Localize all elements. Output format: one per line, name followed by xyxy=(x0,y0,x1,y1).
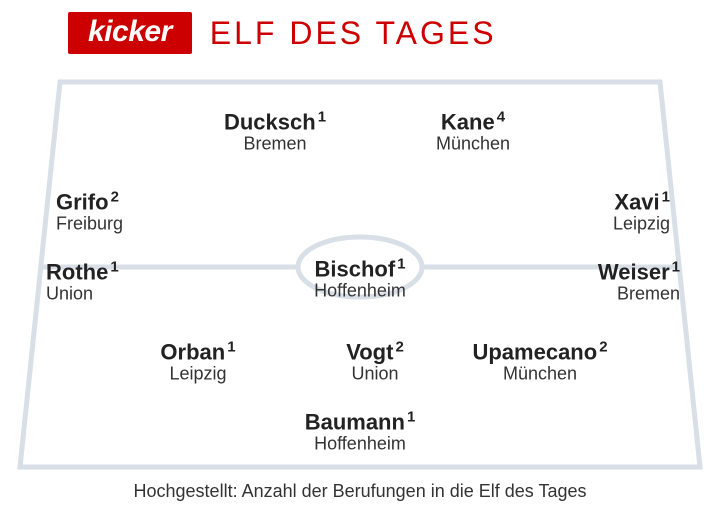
player-name-text: Ducksch xyxy=(224,110,316,135)
player-count: 1 xyxy=(318,108,326,125)
player-name-text: Kane xyxy=(441,110,495,135)
player-count: 1 xyxy=(110,258,118,275)
player-name-text: Xavi xyxy=(614,190,659,215)
infographic-root: kicker ELF DES TAGES Ducksch1BremenKane4… xyxy=(0,0,720,512)
player-card: Vogt2Union xyxy=(346,339,404,384)
player-club: Hoffenheim xyxy=(314,282,406,302)
header: kicker ELF DES TAGES xyxy=(68,12,497,54)
player-name: Orban1 xyxy=(160,339,235,363)
player-count: 1 xyxy=(227,338,235,355)
player-club: Bremen xyxy=(598,285,680,305)
kicker-logo: kicker xyxy=(68,12,192,54)
player-name: Grifo2 xyxy=(56,189,123,213)
player-card: Orban1Leipzig xyxy=(160,339,235,384)
player-count: 2 xyxy=(599,338,607,355)
player-name: Ducksch1 xyxy=(224,109,326,133)
player-card: Rothe1Union xyxy=(46,259,119,304)
player-card: Ducksch1Bremen xyxy=(224,109,326,154)
footnote: Hochgestellt: Anzahl der Berufungen in d… xyxy=(0,481,720,502)
player-name: Vogt2 xyxy=(346,339,404,363)
player-club: Hoffenheim xyxy=(305,435,416,455)
player-name: Weiser1 xyxy=(598,259,680,283)
player-count: 2 xyxy=(395,338,403,355)
player-card: Baumann1Hoffenheim xyxy=(305,409,416,454)
player-card: Bischof1Hoffenheim xyxy=(314,256,406,301)
player-count: 1 xyxy=(407,408,415,425)
player-name: Baumann1 xyxy=(305,409,416,433)
infographic-title: ELF DES TAGES xyxy=(210,15,497,52)
player-name: Xavi1 xyxy=(613,189,670,213)
player-club: München xyxy=(436,135,510,155)
player-club: Union xyxy=(346,365,404,385)
player-name: Rothe1 xyxy=(46,259,119,283)
player-club: Bremen xyxy=(224,135,326,155)
player-count: 1 xyxy=(662,188,670,205)
player-club: Freiburg xyxy=(56,215,123,235)
player-card: Kane4München xyxy=(436,109,510,154)
player-count: 4 xyxy=(497,108,505,125)
player-card: Grifo2Freiburg xyxy=(56,189,123,234)
player-count: 1 xyxy=(397,255,405,272)
player-name-text: Grifo xyxy=(56,190,109,215)
player-name-text: Orban xyxy=(160,340,225,365)
player-name: Upamecano2 xyxy=(472,339,607,363)
player-name-text: Rothe xyxy=(46,260,108,285)
player-name-text: Bischof xyxy=(314,257,395,282)
player-card: Xavi1Leipzig xyxy=(613,189,670,234)
pitch: Ducksch1BremenKane4MünchenGrifo2Freiburg… xyxy=(0,72,720,474)
player-name-text: Weiser xyxy=(598,260,670,285)
player-name-text: Baumann xyxy=(305,410,405,435)
player-name: Kane4 xyxy=(436,109,510,133)
player-name-text: Upamecano xyxy=(472,340,597,365)
player-club: München xyxy=(472,365,607,385)
player-name-text: Vogt xyxy=(346,340,393,365)
player-count: 2 xyxy=(111,188,119,205)
player-card: Weiser1Bremen xyxy=(598,259,680,304)
player-count: 1 xyxy=(672,258,680,275)
player-club: Leipzig xyxy=(613,215,670,235)
player-name: Bischof1 xyxy=(314,256,406,280)
player-card: Upamecano2München xyxy=(472,339,607,384)
player-club: Leipzig xyxy=(160,365,235,385)
player-club: Union xyxy=(46,285,119,305)
